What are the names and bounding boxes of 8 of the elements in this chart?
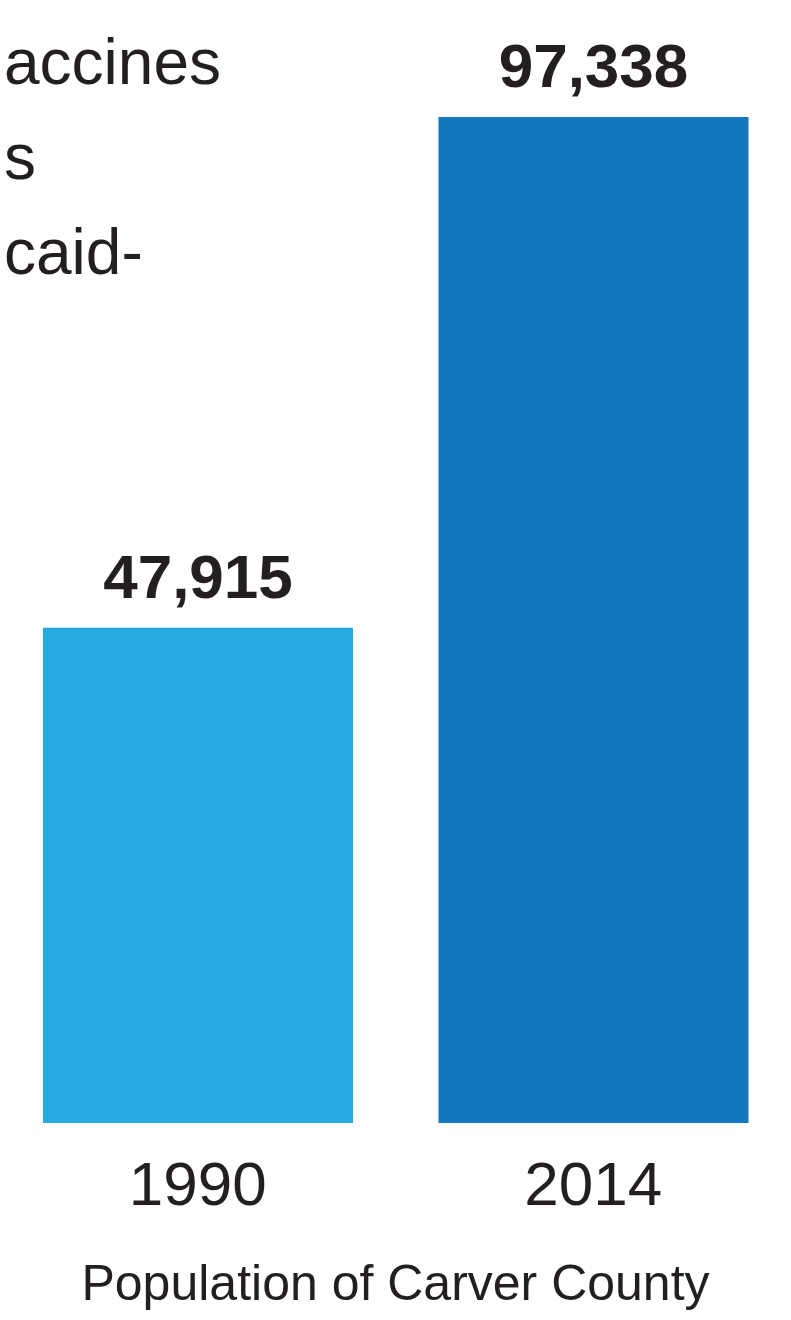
annotation: caid- <box>4 215 143 289</box>
annotation: s <box>4 120 36 194</box>
text: accines <box>4 25 221 99</box>
x-tick-label: 2014 <box>524 1149 663 1219</box>
data-label: 47,915 <box>103 541 293 611</box>
data-label: 97,338 <box>498 31 689 100</box>
x-tick-label: 1990 <box>128 1149 267 1219</box>
x-axis-title: Population of Carver County <box>81 1255 710 1311</box>
